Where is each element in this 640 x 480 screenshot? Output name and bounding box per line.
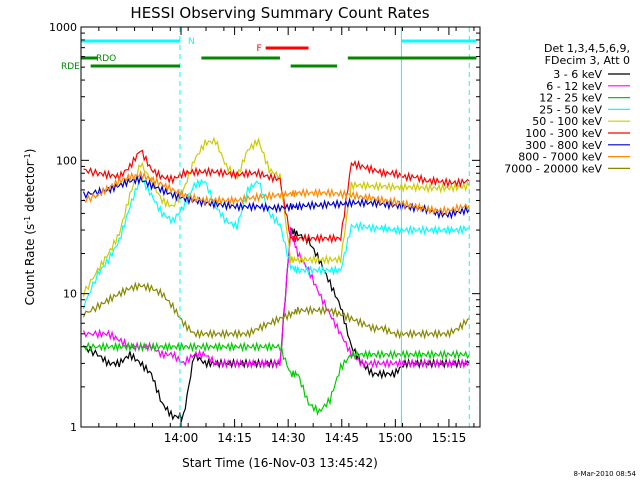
x-axis-label: Start Time (16-Nov-03 13:45:42) — [182, 456, 378, 470]
legend-label-3: 25 - 50 keV — [539, 103, 602, 116]
y-tick-label-0: 1 — [70, 421, 77, 434]
state-bars-layer: N F RDO RDE — [61, 37, 477, 72]
legend-label-6: 300 - 800 keV — [525, 139, 602, 152]
x-tick-label-3: 14:45 — [324, 431, 359, 445]
y-axis-label: Count Rate (s-1 detector-1) — [23, 149, 37, 306]
series-line-7 — [83, 169, 470, 216]
legend-header-line-1: FDecim 3, Att 0 — [545, 54, 630, 67]
axes-layer: 1 10 100 1000 14:00 14:15 14:30 14:45 15:00 15:15 — [49, 21, 480, 445]
legend-header-line-0: Det 1,3,4,5,6,9, — [544, 42, 630, 55]
series-line-2 — [82, 341, 470, 416]
legend-label-2: 12 - 25 keV — [539, 92, 602, 105]
x-tick-label-2: 14:30 — [271, 431, 306, 445]
x-tick-label-0: 14:00 — [164, 431, 199, 445]
plot-area-frame — [80, 26, 481, 428]
chart-title: HESSI Observing Summary Count Rates — [130, 4, 429, 22]
y-tick-label-3: 1000 — [49, 21, 77, 34]
legend: Det 1,3,4,5,6,9,FDecim 3, Att 03 - 6 keV… — [504, 42, 630, 175]
y-axis-label-part: detector — [23, 161, 37, 216]
y-axis-label-part: ) — [23, 149, 37, 154]
footer-timestamp: 8-Mar-2010 08:54 — [574, 470, 637, 478]
legend-label-7: 800 - 7000 keV — [518, 151, 602, 164]
state-bar-label-n: N — [188, 37, 195, 47]
legend-label-5: 100 - 300 keV — [525, 127, 602, 140]
legend-label-0: 3 - 6 keV — [553, 68, 602, 81]
legend-label-1: 6 - 12 keV — [546, 80, 602, 93]
state-bar-label-rde: RDE — [61, 62, 80, 72]
y-tick-label-1: 10 — [63, 288, 77, 301]
x-tick-label-4: 15:00 — [378, 431, 413, 445]
series-line-3 — [82, 176, 470, 310]
y-axis-label-superscript: -1 — [23, 216, 32, 224]
series-line-0 — [83, 227, 470, 423]
state-bar-label-rdo: RDO — [96, 54, 116, 64]
legend-label-8: 7000 - 20000 keV — [504, 162, 602, 175]
series-line-6 — [82, 174, 470, 220]
series-line-5 — [83, 149, 470, 245]
series-line-8 — [82, 281, 470, 340]
legend-label-4: 50 - 100 keV — [532, 115, 602, 128]
y-axis-label-superscript: -1 — [23, 153, 32, 161]
series-line-4 — [82, 136, 470, 297]
x-tick-label-5: 15:15 — [432, 431, 467, 445]
vertical-markers — [80, 27, 470, 427]
series-layer — [82, 136, 470, 423]
x-tick-label-1: 14:15 — [217, 431, 252, 445]
state-bar-label-f: F — [256, 44, 261, 54]
y-axis-label-part: Count Rate (s — [23, 224, 37, 306]
y-tick-label-2: 100 — [56, 154, 77, 167]
